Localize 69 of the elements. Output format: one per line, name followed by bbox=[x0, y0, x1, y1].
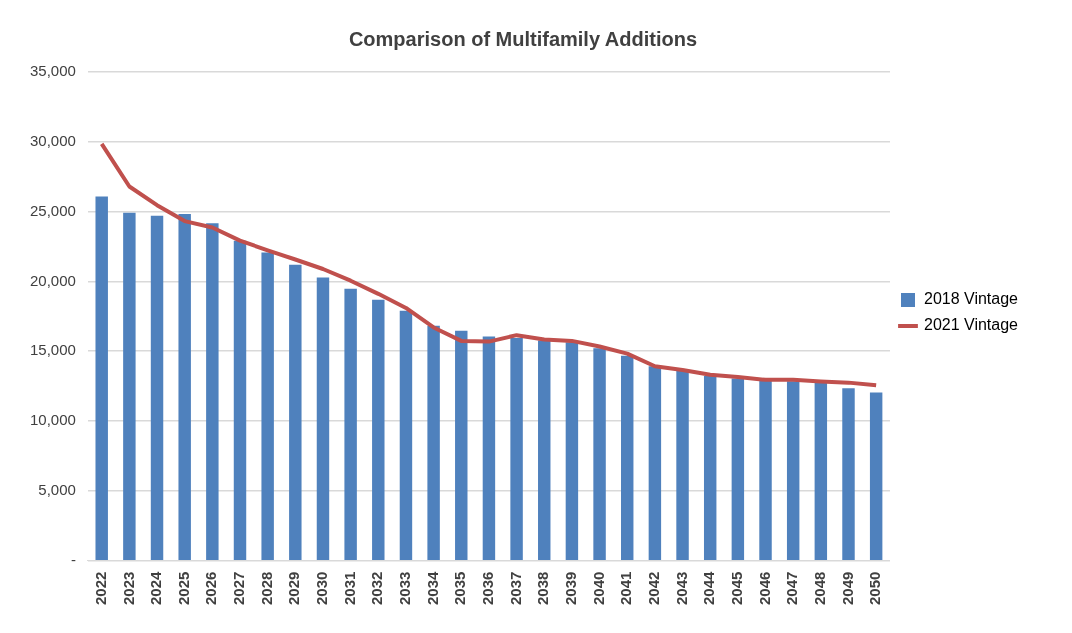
x-tick-label: 2039 bbox=[562, 571, 580, 606]
bar bbox=[814, 382, 828, 560]
bar bbox=[455, 330, 468, 560]
bar bbox=[621, 355, 634, 560]
x-tick-label: 2022 bbox=[91, 571, 109, 606]
bar bbox=[344, 288, 357, 560]
x-tick-label: 2037 bbox=[506, 571, 524, 606]
x-tick-label: 2025 bbox=[174, 571, 192, 606]
x-tick-label: 2045 bbox=[728, 571, 745, 606]
x-tick-label: 2034 bbox=[423, 570, 441, 606]
y-tick-label: 35,000 bbox=[29, 62, 76, 80]
x-tick-label: 2046 bbox=[755, 571, 773, 606]
bar bbox=[427, 325, 440, 560]
bar bbox=[482, 336, 496, 560]
bar bbox=[703, 375, 717, 560]
bar bbox=[759, 380, 772, 560]
bar bbox=[786, 381, 800, 560]
legend-label: 2018 Vintage bbox=[923, 290, 1019, 308]
bar bbox=[233, 240, 247, 560]
bar bbox=[289, 264, 302, 560]
x-tick-label: 2038 bbox=[534, 571, 552, 606]
y-tick-label: 25,000 bbox=[29, 201, 76, 219]
x-tick-label: 2042 bbox=[645, 571, 663, 606]
x-tick-label: 2049 bbox=[838, 571, 856, 606]
x-tick-label: 2028 bbox=[257, 571, 275, 606]
x-tick-label: 2044 bbox=[700, 570, 718, 606]
bar bbox=[95, 196, 108, 560]
x-tick-label: 2023 bbox=[119, 571, 137, 606]
bar bbox=[178, 214, 191, 560]
x-tick-label: 2027 bbox=[230, 571, 248, 606]
x-tick-label: 2047 bbox=[783, 571, 801, 606]
y-tick-label: - bbox=[70, 550, 76, 568]
bar bbox=[206, 223, 219, 560]
y-tick-label: 10,000 bbox=[29, 411, 76, 429]
bar bbox=[731, 378, 745, 560]
y-tick-label: 15,000 bbox=[29, 341, 76, 359]
x-tick-label: 2031 bbox=[340, 571, 358, 606]
x-tick-label: 2030 bbox=[313, 571, 331, 606]
x-tick-label: 2050 bbox=[866, 571, 884, 606]
bar bbox=[842, 388, 855, 560]
x-tick-label: 2041 bbox=[617, 571, 635, 606]
x-tick-label: 2035 bbox=[451, 571, 469, 606]
x-tick-label: 2024 bbox=[147, 570, 165, 606]
bar bbox=[261, 252, 274, 560]
x-tick-label: 2029 bbox=[285, 571, 303, 606]
x-tick-label: 2036 bbox=[479, 571, 497, 606]
x-tick-label: 2033 bbox=[396, 571, 414, 606]
y-tick-label: 5,000 bbox=[38, 480, 76, 498]
bar bbox=[593, 348, 606, 560]
bar bbox=[123, 212, 136, 560]
x-tick-label: 2040 bbox=[589, 571, 607, 606]
legend-label: 2021 Vintage bbox=[923, 316, 1019, 334]
bar bbox=[510, 338, 523, 560]
x-tick-label: 2043 bbox=[672, 571, 690, 606]
x-tick-label: 2026 bbox=[202, 571, 220, 606]
bar bbox=[565, 342, 579, 560]
bar bbox=[676, 370, 689, 560]
x-tick-label: 2032 bbox=[368, 571, 386, 606]
bar bbox=[538, 340, 551, 560]
bar bbox=[316, 277, 330, 560]
x-tick-label: 2048 bbox=[810, 571, 828, 606]
bar bbox=[372, 299, 385, 560]
bar bbox=[869, 392, 883, 560]
bar bbox=[399, 310, 413, 560]
y-tick-label: 30,000 bbox=[29, 131, 76, 149]
bar bbox=[648, 366, 662, 560]
chart-title: Comparison of Multifamily Additions bbox=[348, 27, 698, 50]
bar bbox=[150, 215, 164, 560]
y-tick-label: 20,000 bbox=[29, 271, 76, 289]
